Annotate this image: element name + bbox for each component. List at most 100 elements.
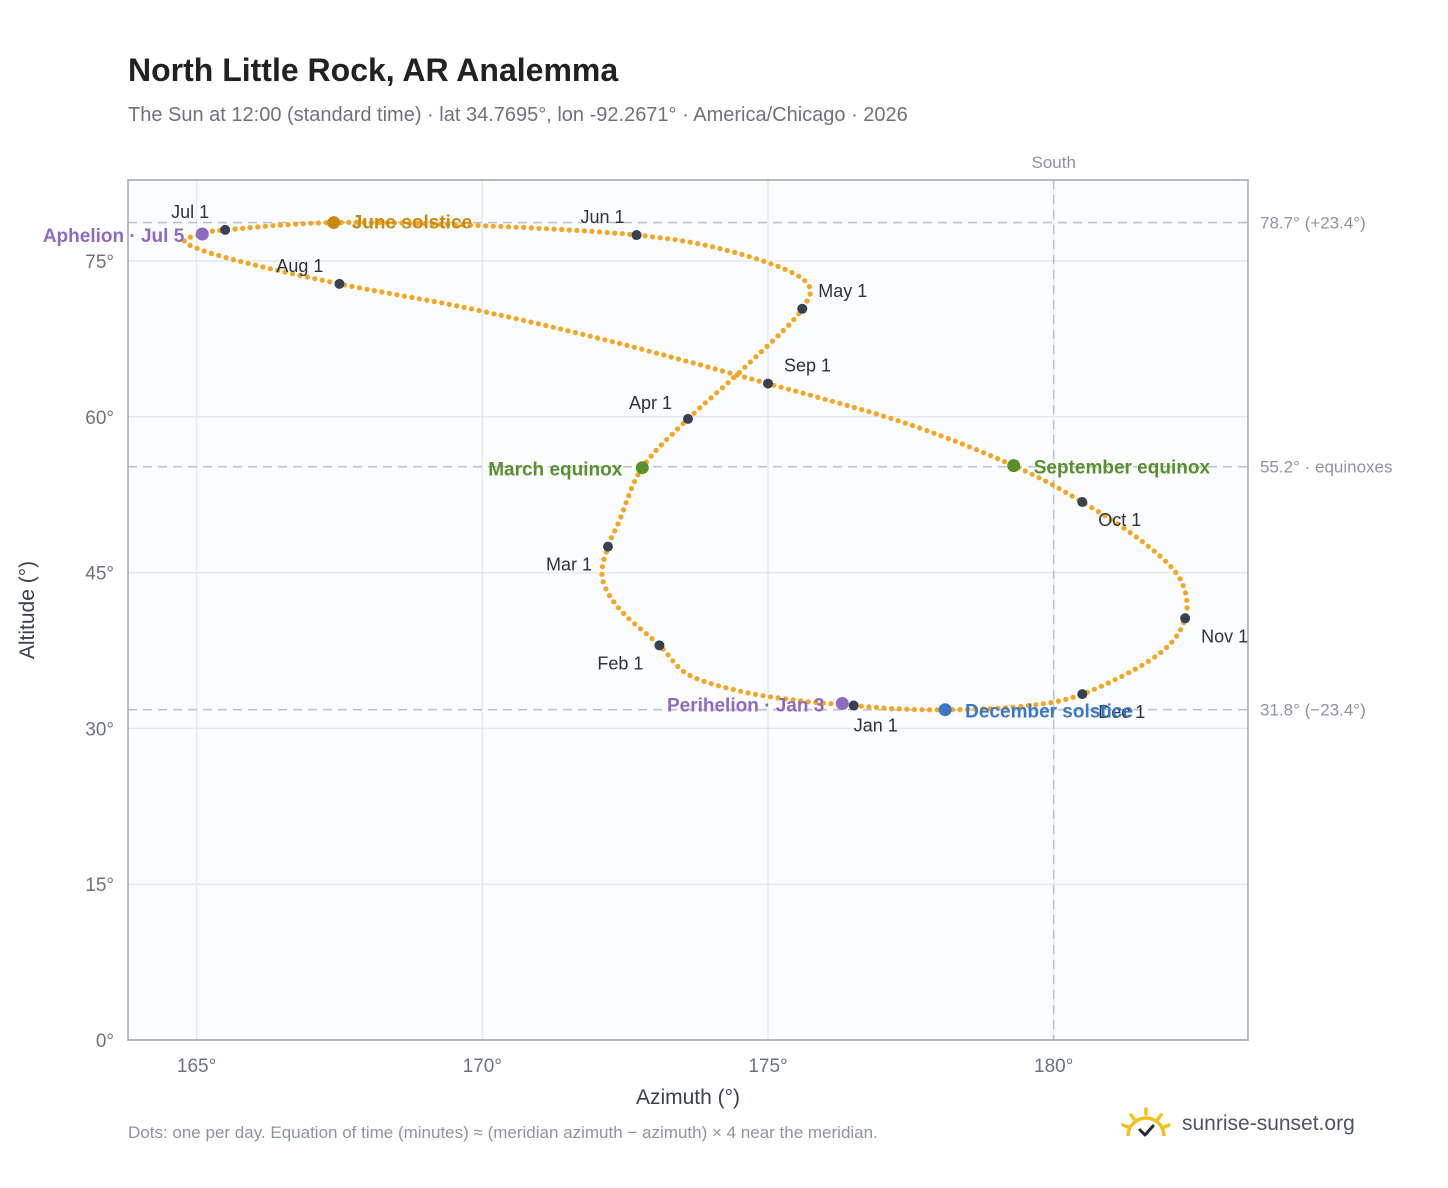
- daily-sun-dot: [232, 226, 238, 232]
- daily-sun-dot: [786, 322, 792, 328]
- daily-sun-dot: [399, 220, 405, 226]
- event-marker: [635, 461, 649, 475]
- daily-sun-dot: [603, 586, 609, 592]
- daily-sun-dot: [727, 370, 733, 376]
- daily-sun-dot: [1132, 666, 1138, 672]
- daily-sun-dot: [1127, 529, 1133, 536]
- daily-sun-dot: [881, 705, 887, 711]
- x-axis-label: Azimuth (°): [636, 1086, 740, 1109]
- daily-sun-dot: [293, 221, 299, 227]
- daily-sun-dot: [695, 241, 701, 247]
- daily-sun-dot: [223, 255, 229, 261]
- daily-sun-dot: [730, 686, 736, 693]
- daily-sun-dot: [247, 225, 253, 231]
- month-label: Aug 1: [276, 256, 323, 276]
- daily-sun-dot: [642, 233, 648, 239]
- reference-line-label: 55.2° · equinoxes: [1260, 458, 1393, 477]
- event-marker: [327, 216, 341, 230]
- daily-sun-dot: [820, 700, 827, 706]
- daily-sun-dot: [208, 250, 214, 256]
- daily-sun-dot: [543, 322, 549, 329]
- daily-sun-dot: [609, 339, 615, 345]
- daily-sun-dot: [1183, 590, 1189, 596]
- daily-sun-dot: [1180, 583, 1186, 589]
- daily-sun-dot: [1091, 686, 1097, 692]
- event-marker: [195, 227, 209, 241]
- daily-sun-dot: [919, 707, 925, 713]
- month-label: Mar 1: [546, 555, 592, 575]
- daily-sun-dot: [648, 453, 654, 459]
- daily-sun-dot: [1119, 673, 1125, 679]
- daily-sun-dot: [661, 352, 667, 358]
- x-tick-label: 170°: [463, 1056, 502, 1077]
- daily-sun-dot: [902, 420, 908, 426]
- daily-sun-dot: [429, 221, 436, 227]
- daily-sun-dot: [194, 245, 200, 251]
- event-marker: [1007, 459, 1021, 473]
- daily-sun-dot: [319, 277, 325, 283]
- daily-sun-dot: [768, 261, 774, 267]
- daily-sun-dot: [987, 706, 994, 712]
- month-label: Jul 1: [171, 202, 209, 222]
- daily-sun-dot: [938, 433, 944, 439]
- y-tick-label: 0°: [96, 1031, 114, 1052]
- daily-sun-dot: [643, 631, 649, 637]
- daily-sun-dot: [361, 219, 367, 226]
- daily-sun-dot: [683, 358, 689, 364]
- daily-sun-dot: [889, 706, 895, 712]
- month-label: Apr 1: [629, 393, 672, 413]
- y-tick-label: 75°: [85, 252, 114, 273]
- daily-sun-dot: [697, 405, 703, 411]
- daily-sun-dot: [304, 274, 310, 280]
- daily-sun-dot: [611, 599, 617, 605]
- month-marker: [631, 230, 642, 241]
- daily-sun-dot: [802, 278, 808, 284]
- daily-sun-dot: [535, 321, 542, 327]
- daily-sun-dot: [275, 267, 281, 273]
- y-tick-label: 15°: [85, 875, 114, 896]
- daily-sun-dot: [758, 349, 765, 355]
- daily-sun-dot: [1184, 605, 1190, 611]
- daily-sun-dot: [1069, 493, 1075, 499]
- daily-sun-dot: [617, 340, 623, 347]
- daily-sun-dot: [565, 328, 571, 334]
- daily-sun-dot: [798, 698, 804, 704]
- daily-sun-dot: [675, 426, 681, 432]
- daily-sun-dot: [741, 374, 748, 380]
- daily-sun-dot: [697, 362, 704, 368]
- daily-sun-dot: [1098, 683, 1104, 689]
- daily-sun-dot: [371, 288, 377, 294]
- brand-logo[interactable]: sunrise-sunset.org: [1120, 1104, 1355, 1144]
- daily-sun-dot: [364, 286, 370, 292]
- month-marker: [603, 541, 613, 552]
- daily-sun-dot: [394, 292, 400, 298]
- daily-sun-dot: [650, 234, 656, 240]
- daily-sun-dot: [289, 271, 296, 277]
- daily-sun-dot: [252, 262, 259, 268]
- daily-sun-dot: [708, 395, 714, 401]
- daily-sun-dot: [734, 372, 740, 378]
- daily-sun-dot: [1043, 478, 1049, 484]
- daily-sun-dot: [675, 663, 681, 670]
- daily-sun-dot: [475, 222, 481, 229]
- daily-sun-dot: [927, 707, 933, 713]
- daily-sun-dot: [308, 220, 314, 226]
- daily-sun-dot: [1029, 471, 1035, 477]
- daily-sun-dot: [1145, 543, 1151, 549]
- plot-area: [128, 180, 1248, 1040]
- daily-sun-dot: [980, 706, 986, 712]
- daily-sun-dot: [837, 400, 843, 406]
- daily-sun-dot: [749, 376, 755, 382]
- daily-sun-dot: [1105, 680, 1111, 686]
- month-label: Oct 1: [1098, 510, 1141, 530]
- x-tick-label: 175°: [748, 1056, 787, 1077]
- daily-sun-dot: [742, 364, 748, 370]
- daily-sun-dot: [550, 324, 556, 330]
- daily-sun-dot: [315, 220, 322, 226]
- daily-sun-dot: [888, 415, 894, 421]
- daily-sun-dot: [606, 593, 613, 599]
- daily-sun-dot: [327, 279, 333, 285]
- daily-sun-dot: [626, 616, 632, 622]
- daily-sun-dot: [446, 301, 452, 307]
- month-label: Feb 1: [597, 653, 643, 673]
